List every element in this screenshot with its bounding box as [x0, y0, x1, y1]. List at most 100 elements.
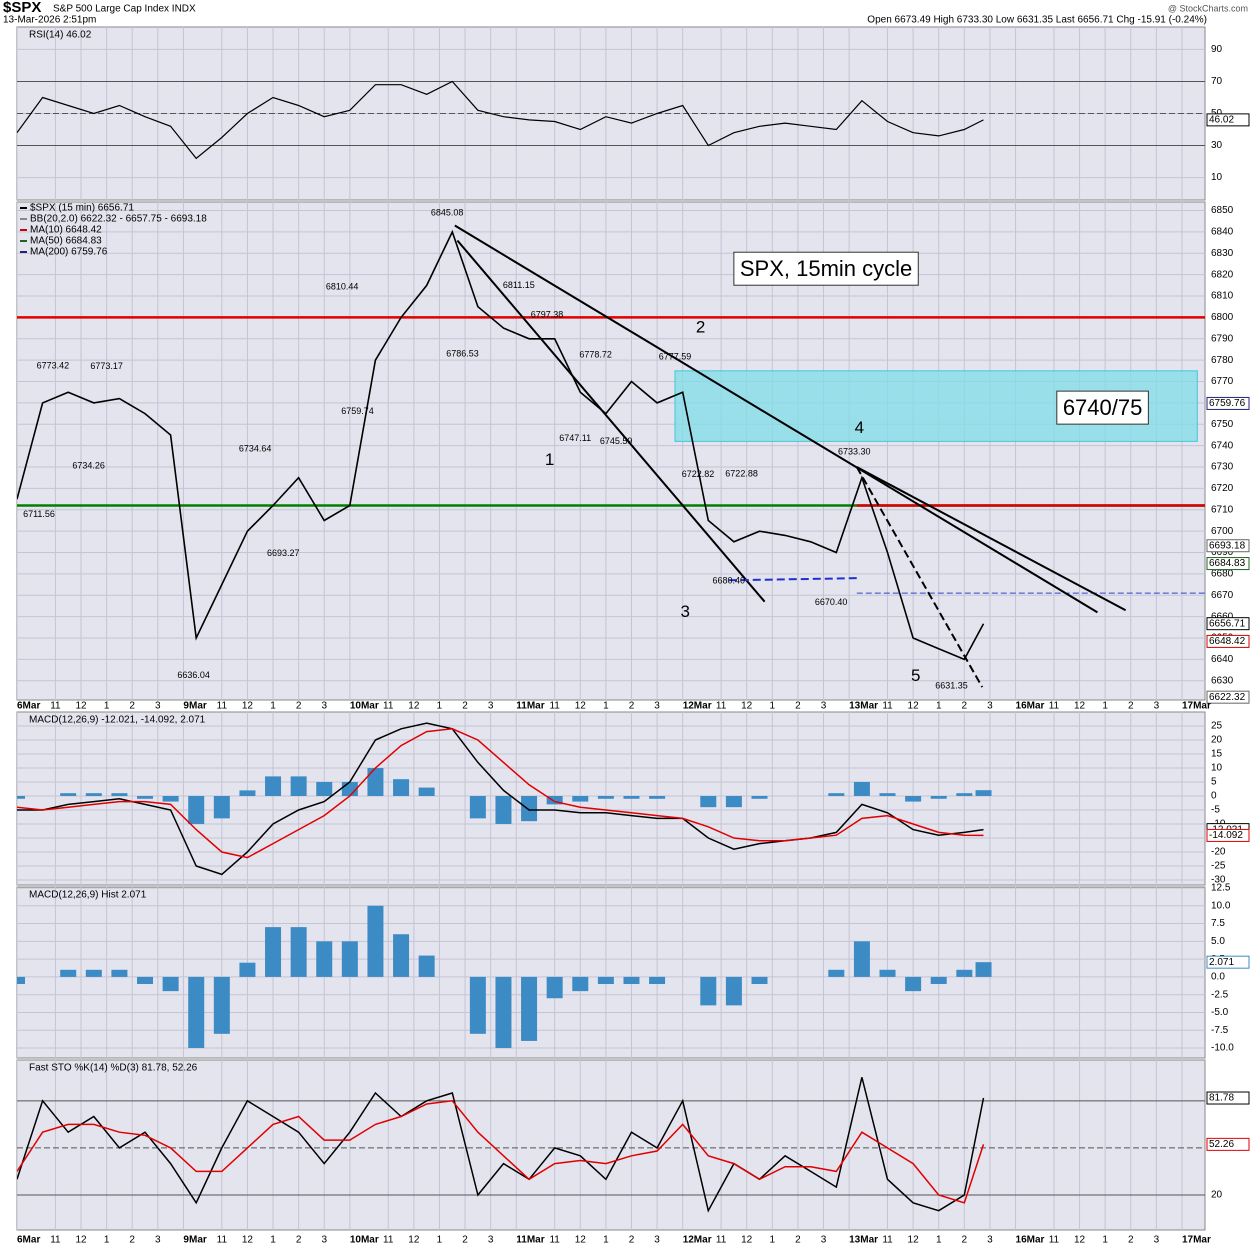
last-value-tag — [1206, 396, 1250, 410]
data-line — [17, 1100, 985, 1204]
x-tick-label: 11Mar — [516, 701, 544, 712]
hist-bar — [521, 976, 538, 1041]
y-tick-label: 10 — [1211, 172, 1223, 183]
price-label: 6631.35 — [935, 680, 968, 690]
price-label: 6745.59 — [600, 436, 633, 446]
index-name: S&P 500 Large Cap Index INDX — [53, 4, 196, 15]
y-tick-label: 7.5 — [1211, 918, 1225, 929]
x-tick-label: 2 — [462, 701, 468, 712]
legend-entry: BB(20,2.0) 6622.32 - 6657.75 - 6693.18 — [30, 214, 207, 225]
x-tick-label: 10Mar — [350, 701, 379, 712]
last-value-tag — [1206, 955, 1250, 969]
x-tick-label: 16Mar — [1016, 701, 1045, 712]
hist-bar — [572, 976, 589, 992]
y-tick-label: 6820 — [1211, 269, 1234, 280]
price-label: 6773.17 — [90, 361, 123, 371]
plot-area — [17, 1060, 1205, 1230]
last-value-label: 6684.83 — [1209, 558, 1246, 569]
x-tick-label: 12 — [242, 701, 254, 712]
data-line — [17, 1077, 985, 1213]
y-tick-label: 6690 — [1211, 547, 1234, 558]
macd-hist-bar — [572, 795, 589, 802]
last-value-label: 6656.71 — [1209, 618, 1246, 629]
macd-hist-bar — [17, 795, 25, 799]
price-label: 6680.40 — [713, 575, 746, 585]
annotation-box — [733, 251, 919, 286]
hist-bar — [700, 976, 717, 1006]
x-tick-label: 12Mar — [683, 1235, 712, 1246]
wave-label: 1 — [545, 450, 554, 469]
hist-bar — [137, 976, 154, 985]
x-tick-label: 13Mar — [849, 1235, 878, 1246]
hist-bar — [975, 962, 992, 977]
macd-hist-bar — [495, 795, 512, 824]
x-tick-label: 16Mar — [1016, 1235, 1045, 1246]
x-tick-label: 3 — [1154, 701, 1160, 712]
macd-hist-bar — [546, 795, 563, 805]
x-tick-label: 2 — [1128, 701, 1134, 712]
last-value-tag — [1206, 828, 1250, 842]
macd-hist-bar — [930, 795, 947, 799]
x-tick-label: 6Mar — [17, 1235, 40, 1246]
price-label: 6722.82 — [682, 469, 715, 479]
price-label: 6747.11 — [559, 433, 591, 443]
x-tick-label: 11 — [50, 701, 61, 712]
x-tick-label: 2 — [1128, 1235, 1134, 1246]
last-value-label: 6693.18 — [1209, 540, 1246, 551]
y-tick-label: 12.5 — [1211, 883, 1231, 894]
price-label: 6670.40 — [815, 597, 848, 607]
x-tick-label: 1 — [104, 1235, 110, 1246]
x-tick-label: 1 — [270, 701, 276, 712]
x-tick-label: 11 — [383, 701, 394, 712]
last-value-tag — [1206, 1137, 1250, 1151]
wave-label: 2 — [696, 318, 705, 337]
y-tick-label: -5 — [1211, 805, 1220, 816]
hist-bar — [905, 976, 922, 992]
plot-area — [17, 27, 1205, 200]
y-tick-label: 6670 — [1211, 590, 1234, 601]
x-tick-label: 11Mar — [516, 1235, 544, 1246]
price-label: 6786.53 — [446, 349, 479, 359]
price-label: 6722.88 — [725, 469, 758, 479]
x-tick-label: 12 — [575, 701, 587, 712]
x-tick-label: 3 — [654, 1235, 660, 1246]
hist-bar — [828, 969, 845, 977]
x-tick-label: 3 — [821, 701, 827, 712]
legend-swatch — [20, 218, 27, 220]
y-tick-label: 6780 — [1211, 355, 1234, 366]
macd-hist-bar — [393, 779, 410, 796]
hist-bar — [725, 976, 742, 1006]
hist-bar — [751, 976, 768, 985]
x-tick-label: 11 — [1049, 701, 1060, 712]
price-label: 6810.44 — [326, 281, 359, 291]
x-tick-label: 12 — [75, 701, 87, 712]
x-tick-label: 3 — [987, 1235, 993, 1246]
symbol: $SPX — [3, 0, 41, 16]
macd-hist-bar — [188, 795, 205, 824]
legend-entry: MA(200) 6759.76 — [30, 247, 108, 258]
x-tick-label: 11 — [50, 1235, 61, 1246]
y-tick-label: 0.0 — [1211, 972, 1225, 983]
y-tick-label: 10 — [1211, 763, 1223, 774]
y-tick-label: 5 — [1211, 777, 1217, 788]
quote: Open 6673.49 High 6733.30 Low 6631.35 La… — [867, 15, 1207, 26]
x-tick-label: 1 — [936, 1235, 942, 1246]
hist-bar — [469, 976, 486, 1034]
y-tick-label: 6740 — [1211, 440, 1234, 451]
last-value-tag — [1206, 634, 1250, 648]
x-tick-label: 11 — [716, 1235, 727, 1246]
macd-hist-bar — [111, 793, 128, 796]
x-tick-label: 11 — [549, 1235, 560, 1246]
hist-bar — [60, 969, 77, 977]
macd-hist-bar — [213, 795, 230, 819]
macd-hist-bar — [137, 795, 154, 799]
last-value-tag — [1206, 1091, 1250, 1105]
y-tick-label: 6710 — [1211, 504, 1234, 515]
macd-hist-bar — [853, 781, 870, 796]
price-label: 6797.38 — [531, 309, 564, 319]
x-tick-label: 3 — [155, 1235, 161, 1246]
x-tick-label: 11 — [217, 701, 228, 712]
plot-area — [17, 712, 1205, 885]
x-tick-label: 17Mar — [1182, 1235, 1211, 1246]
